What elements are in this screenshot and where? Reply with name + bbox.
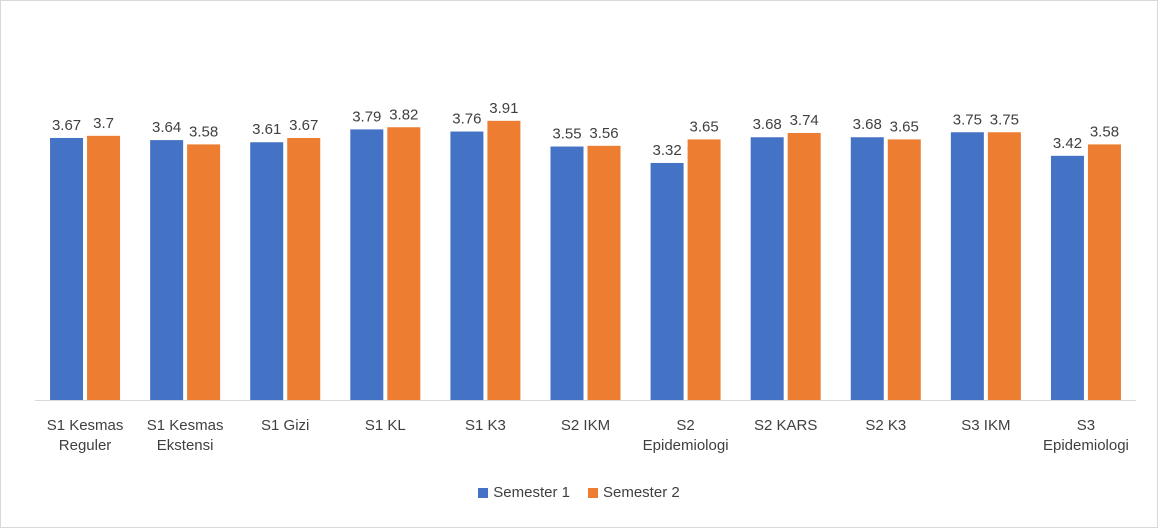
data-label-series-2-8: 3.74 [790,112,819,129]
data-label-series-2-1: 3.7 [93,115,114,132]
bar-series-2-2 [187,144,221,400]
bar-series-2-7 [687,139,721,400]
category-label-line: S3 [1077,417,1095,434]
bar-series-2-8 [787,132,821,401]
bar-series-1-10 [950,132,984,400]
category-label-9: S2 K3 [865,417,906,434]
category-label-line: Reguler [59,437,112,454]
bar-series-1-11 [1050,155,1084,400]
category-label-line: Epidemiologi [643,437,729,454]
category-label-8: S2 KARS [754,417,817,434]
data-label-series-2-11: 3.58 [1090,123,1119,140]
data-label-series-2-10: 3.75 [990,111,1019,128]
category-label-11: S3 Epidemiologi [1043,417,1129,454]
category-label-line: S2 [676,417,694,434]
category-label-5: S1 K3 [465,417,506,434]
legend-item-semester-1: Semester 1 [478,484,570,501]
data-label-series-1-5: 3.76 [452,111,481,128]
bar-series-1-3 [250,142,284,400]
category-label-line: S2 KARS [754,417,817,434]
category-label-7: S2 Epidemiologi [643,417,729,454]
legend-swatch-semester-2 [588,487,598,498]
data-label-series-2-7: 3.65 [689,118,718,135]
legend-swatch-semester-1 [478,487,489,498]
bar-series-2-3 [287,137,321,400]
data-label-series-1-7: 3.32 [652,142,681,159]
category-label-4: S1 KL [365,417,406,434]
data-label-series-1-10: 3.75 [953,111,982,128]
category-label-10: S3 IKM [961,417,1010,434]
category-label-3: S1 Gizi [261,417,309,434]
category-label-line: S1 K3 [465,417,506,434]
data-label-series-2-5: 3.91 [489,100,518,117]
bar-series-1-4 [350,129,384,401]
bar-series-2-5 [487,120,521,401]
category-label-line: S1 Kesmas [147,417,224,434]
bar-series-1-2 [150,140,184,400]
category-label-line: S2 K3 [865,417,906,434]
category-label-line: Ekstensi [157,437,214,454]
category-label-2: S1 Kesmas Ekstensi [147,417,224,454]
category-label-line: S1 Gizi [261,417,309,434]
category-label-line: S1 Kesmas [47,417,124,434]
bar-series-2-6 [587,145,621,400]
bar-series-2-1 [87,135,121,400]
legend: Semester 1 Semester 2 [0,484,1158,501]
bar-series-1-5 [450,131,484,400]
data-label-series-1-11: 3.42 [1053,135,1082,152]
category-label-line: Epidemiologi [1043,437,1129,454]
data-label-series-1-1: 3.67 [52,117,81,134]
data-label-series-1-8: 3.68 [753,116,782,133]
bar-series-1-7 [650,162,684,400]
bar-series-2-9 [887,139,921,400]
data-label-series-2-9: 3.65 [890,118,919,135]
data-label-series-1-6: 3.55 [552,126,581,143]
bar-series-2-10 [987,132,1021,400]
category-label-line: S3 IKM [961,417,1010,434]
legend-item-semester-2: Semester 2 [588,484,680,501]
data-label-series-2-6: 3.56 [589,125,618,142]
bar-series-2-4 [387,127,421,400]
bar-series-1-8 [750,137,784,401]
data-label-series-2-4: 3.82 [389,106,418,123]
data-label-series-1-9: 3.68 [853,116,882,133]
data-label-series-1-3: 3.61 [252,121,281,138]
category-label-line: S2 IKM [561,417,610,434]
legend-label-semester-2: Semester 2 [603,484,680,501]
data-label-series-1-4: 3.79 [352,108,381,125]
bar-series-1-9 [850,137,884,401]
bar-series-1-1 [50,137,84,400]
bar-series-2-11 [1087,144,1121,400]
data-label-series-1-2: 3.64 [152,119,181,136]
data-label-series-2-3: 3.67 [289,117,318,134]
data-label-series-2-2: 3.58 [189,123,218,140]
legend-label-semester-1: Semester 1 [493,484,570,501]
category-label-line: S1 KL [365,417,406,434]
category-label-1: S1 Kesmas Reguler [47,417,124,454]
category-label-6: S2 IKM [561,417,610,434]
bar-series-1-6 [550,146,584,400]
